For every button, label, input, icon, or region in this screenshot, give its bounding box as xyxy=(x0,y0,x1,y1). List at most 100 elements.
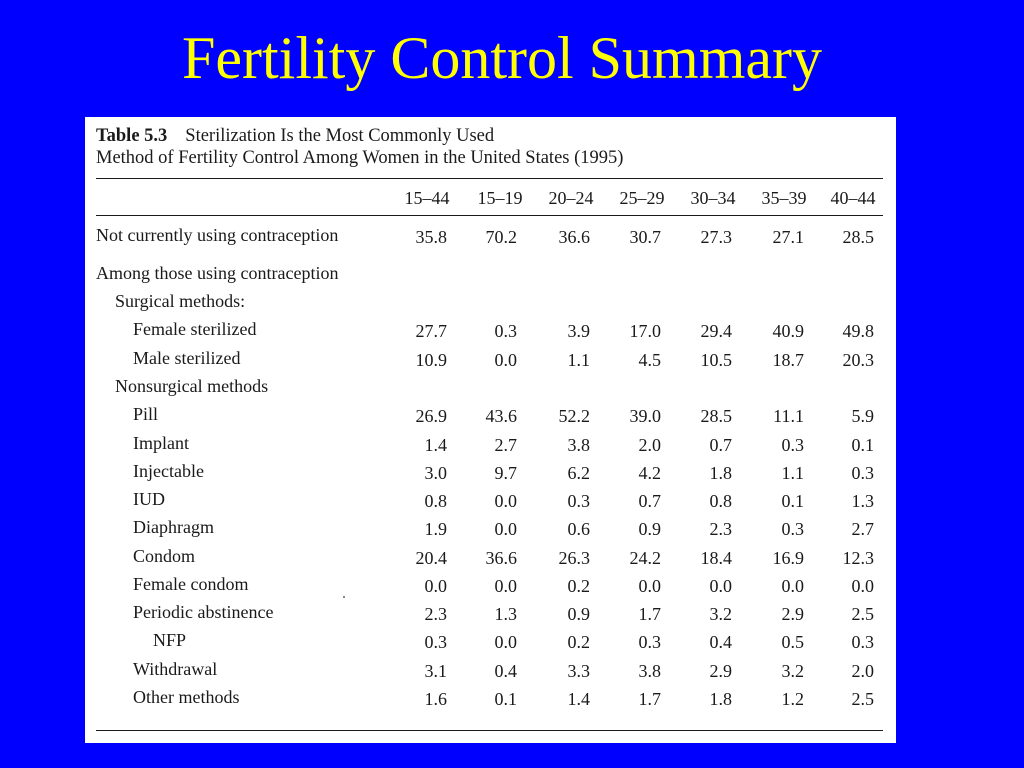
col-header-20-24: 20–24 xyxy=(548,188,594,208)
table-cell: 0.4 xyxy=(709,632,733,652)
table-cell: 3.2 xyxy=(709,604,733,624)
table-cell: 1.1 xyxy=(567,350,591,370)
table-cell: 27.1 xyxy=(772,227,805,247)
table-cell: 0.0 xyxy=(494,350,518,370)
table-cell: 3.3 xyxy=(567,661,591,681)
table-cell: 1.3 xyxy=(494,604,518,624)
table-cell: 0.3 xyxy=(781,435,805,455)
row-label: Diaphragm xyxy=(133,517,214,537)
table-cell: 18.7 xyxy=(772,350,805,370)
table-cell: 0.3 xyxy=(781,519,805,539)
scan-speck xyxy=(343,596,345,598)
col-header-15-44: 15–44 xyxy=(404,188,450,208)
table-cell: 0.0 xyxy=(709,576,733,596)
table-cell: 30.7 xyxy=(629,227,662,247)
table-cell: 3.0 xyxy=(424,463,448,483)
table-bottom-rule xyxy=(96,730,883,731)
table-cell: 0.8 xyxy=(709,491,733,511)
row-label: Withdrawal xyxy=(133,659,218,679)
table-cell: 1.4 xyxy=(567,689,591,709)
row-label: NFP xyxy=(153,630,187,650)
table-cell: 2.7 xyxy=(851,519,875,539)
table-cell: 36.6 xyxy=(485,548,518,568)
table-cell: 0.9 xyxy=(567,604,591,624)
table-cell: 0.0 xyxy=(494,576,518,596)
table-cell: 24.2 xyxy=(629,548,662,568)
table-cell: 0.0 xyxy=(494,519,518,539)
table-cell: 3.1 xyxy=(424,661,448,681)
table-cell: 0.0 xyxy=(494,491,518,511)
slide-title: Fertility Control Summary xyxy=(182,25,822,91)
table-cell: 0.3 xyxy=(494,321,518,341)
table-cell: 10.9 xyxy=(415,350,448,370)
row-label: IUD xyxy=(133,489,165,509)
table-cell: 0.8 xyxy=(424,491,448,511)
table-cell: 1.8 xyxy=(709,689,733,709)
table-cell: 0.7 xyxy=(709,435,733,455)
table-cell: 6.2 xyxy=(567,463,591,483)
table-cell: 1.2 xyxy=(781,689,805,709)
table-cell: 5.9 xyxy=(851,406,875,426)
table-cell: 0.3 xyxy=(851,632,875,652)
table-cell: 26.9 xyxy=(415,406,448,426)
table-cell: 1.8 xyxy=(709,463,733,483)
table-caption: Table 5.3 Sterilization Is the Most Commo… xyxy=(96,125,623,169)
col-header-25-29: 25–29 xyxy=(619,188,665,208)
table-cell: 9.7 xyxy=(494,463,518,483)
table-cell: 1.1 xyxy=(781,463,805,483)
table-cell: 28.5 xyxy=(700,406,733,426)
table-cell: 1.4 xyxy=(424,435,448,455)
table-caption-label: Table 5.3 xyxy=(96,126,168,146)
row-label: Implant xyxy=(133,433,189,453)
table-cell: 18.4 xyxy=(700,548,733,568)
table-cell: 0.3 xyxy=(851,463,875,483)
table-cell: 3.2 xyxy=(781,661,805,681)
row-label: Female condom xyxy=(133,574,249,594)
table-cell: 16.9 xyxy=(772,548,805,568)
table-cell: 17.0 xyxy=(629,321,662,341)
table-cell: 3.9 xyxy=(567,321,591,341)
table-cell: 0.2 xyxy=(567,632,591,652)
table-cell: 0.3 xyxy=(567,491,591,511)
row-label: Female sterilized xyxy=(133,319,257,339)
table-cell: 1.6 xyxy=(424,689,448,709)
table-cell: 0.7 xyxy=(638,491,662,511)
table-top-rule xyxy=(96,178,883,179)
table-cell: 0.3 xyxy=(638,632,662,652)
table-cell: 27.7 xyxy=(415,321,448,341)
table-cell: 0.3 xyxy=(424,632,448,652)
table-cell: 4.2 xyxy=(638,463,662,483)
table-cell: 39.0 xyxy=(629,406,662,426)
table-cell: 0.1 xyxy=(494,689,518,709)
table-cell: 2.0 xyxy=(638,435,662,455)
row-label: Surgical methods: xyxy=(115,291,246,311)
table-cell: 20.4 xyxy=(415,548,448,568)
row-label: Pill xyxy=(133,404,159,424)
table-cell: 1.9 xyxy=(424,519,448,539)
table-cell: 4.5 xyxy=(638,350,662,370)
table-cell: 70.2 xyxy=(485,227,518,247)
table-cell: 0.1 xyxy=(851,435,875,455)
table-cell: 29.4 xyxy=(700,321,733,341)
table-cell: 10.5 xyxy=(700,350,733,370)
table-cell: 0.0 xyxy=(781,576,805,596)
table-cell: 1.3 xyxy=(851,491,875,511)
row-label: Nonsurgical methods xyxy=(115,376,269,396)
table-cell: 28.5 xyxy=(842,227,875,247)
col-header-35-39: 35–39 xyxy=(761,188,807,208)
table-cell: 11.1 xyxy=(773,406,804,426)
table-cell: 2.7 xyxy=(494,435,518,455)
table-cell: 1.7 xyxy=(638,689,662,709)
table-header-rule xyxy=(96,215,883,216)
table-cell: 0.0 xyxy=(851,576,875,596)
table-cell: 35.8 xyxy=(415,227,448,247)
table-cell: 12.3 xyxy=(842,548,875,568)
table-cell: 0.0 xyxy=(494,632,518,652)
table-cell: 52.2 xyxy=(558,406,591,426)
row-label: Injectable xyxy=(133,461,204,481)
row-label: Other methods xyxy=(133,687,240,707)
table-cell: 0.4 xyxy=(494,661,518,681)
table-cell: 27.3 xyxy=(700,227,733,247)
col-header-30-34: 30–34 xyxy=(690,188,736,208)
row-label: Among those using contraception xyxy=(96,263,339,283)
